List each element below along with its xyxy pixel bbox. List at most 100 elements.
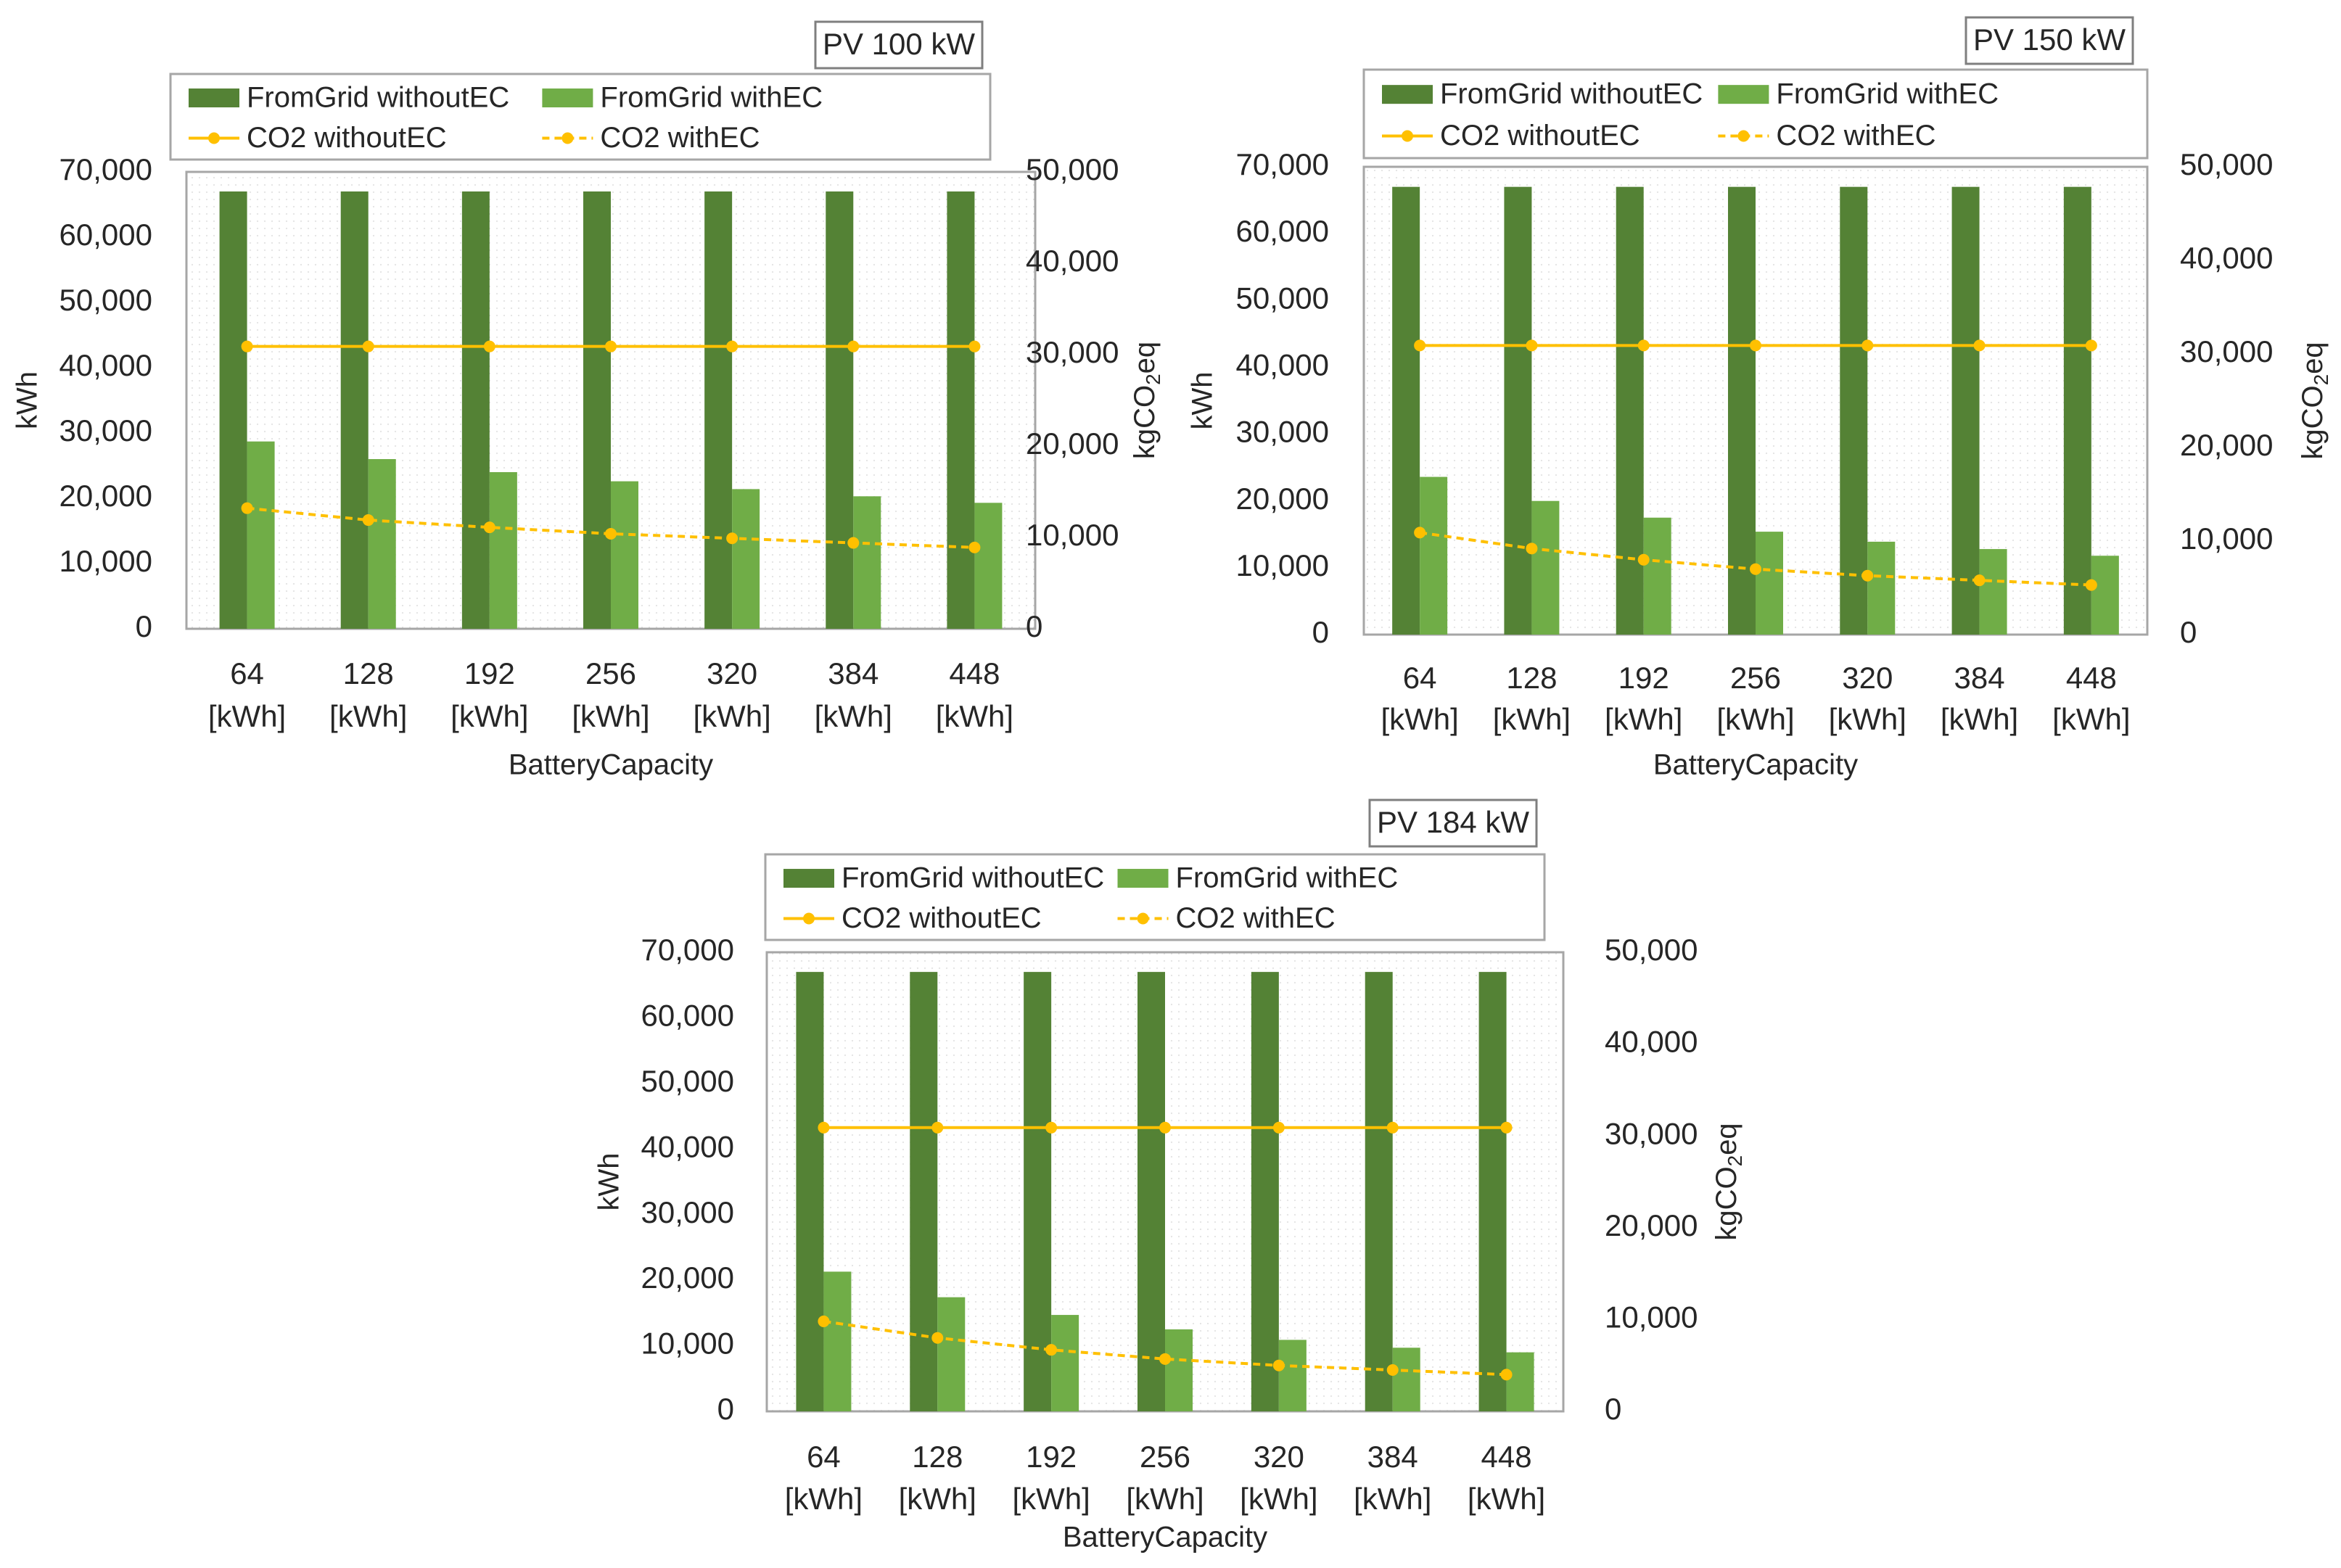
y2-axis-label-tail: eq <box>1129 342 1161 374</box>
chart-panel: PV 184 kW 0 10,000 20,000 30,000 40,000 50,000… <box>593 799 1746 1553</box>
bar-fromgrid-with-ec <box>1165 1329 1193 1411</box>
y-tick-label: 70,000 <box>641 933 734 967</box>
x-tick-unit: [kWh] <box>1126 1482 1204 1516</box>
point-co2-with-ec <box>847 537 860 549</box>
y-axis-label: kWh <box>593 1153 625 1211</box>
legend-label-co2-without-ec: CO2 withoutEC <box>842 902 1042 934</box>
bar-fromgrid-without-ec <box>1137 972 1165 1411</box>
x-tick-label: 384 <box>1954 661 2005 695</box>
legend-marker-co2-without-ec <box>1402 130 1413 142</box>
x-tick-label: 192 <box>464 656 515 690</box>
chart-title-box <box>1964 16 2134 65</box>
x-axis-label: BatteryCapacity <box>509 749 713 781</box>
y2-axis-label: kgCO2eq <box>1129 342 1165 459</box>
point-co2-with-ec <box>1973 574 1986 587</box>
x-tick-label: 256 <box>1140 1440 1190 1474</box>
y-tick-label: 40,000 <box>1236 348 1329 382</box>
y-tick-label: 30,000 <box>641 1195 734 1229</box>
point-co2-without-ec <box>1526 339 1538 352</box>
x-axis-label: BatteryCapacity <box>1653 749 1858 781</box>
point-co2-with-ec <box>1414 527 1426 539</box>
y-tick-label: 0 <box>136 609 152 643</box>
bar-fromgrid-with-ec <box>853 496 881 629</box>
y-tick-label: 70,000 <box>1236 147 1329 181</box>
chart-title-box <box>1368 799 1538 848</box>
y2-axis-label-tail: eq <box>2297 342 2329 374</box>
point-co2-without-ec <box>847 340 860 352</box>
point-co2-with-ec <box>1526 542 1538 555</box>
legend-box <box>764 853 1546 941</box>
point-co2-without-ec <box>1045 1121 1058 1134</box>
point-co2-without-ec <box>1386 1121 1399 1134</box>
y-tick-label: 30,000 <box>59 413 152 447</box>
legend-label-co2-without-ec: CO2 withoutEC <box>1440 120 1640 152</box>
bar-fromgrid-without-ec <box>1951 186 1980 635</box>
x-tick-unit: [kWh] <box>1012 1482 1090 1516</box>
x-tick-label: 256 <box>585 656 636 690</box>
y2-tick-label: 10,000 <box>1026 518 1119 552</box>
bar-fromgrid-without-ec <box>2063 186 2091 635</box>
chart-title: PV 184 kW <box>1377 805 1529 839</box>
point-co2-with-ec <box>1159 1353 1171 1365</box>
x-tick-label: 128 <box>912 1440 963 1474</box>
point-co2-with-ec <box>726 532 738 545</box>
x-tick-unit: [kWh] <box>1493 702 1571 736</box>
x-tick-unit: [kWh] <box>815 699 892 733</box>
y2-tick-label: 0 <box>1026 609 1042 643</box>
point-co2-with-ec <box>818 1315 830 1327</box>
legend-label-co2-without-ec: CO2 withoutEC <box>247 122 447 154</box>
bar-fromgrid-with-ec <box>1867 541 1896 635</box>
legend-swatch-fromgrid-with-ec <box>1718 85 1769 104</box>
bar-fromgrid-with-ec <box>1051 1315 1079 1411</box>
x-tick-label: 64 <box>1403 661 1437 695</box>
x-tick-label: 320 <box>707 656 757 690</box>
x-tick-unit: [kWh] <box>1716 702 1794 736</box>
point-co2-without-ec <box>605 340 617 352</box>
legend-label-fromgrid-with-ec: FromGrid withEC <box>1776 78 1999 110</box>
bar-fromgrid-without-ec <box>1728 186 1756 635</box>
bar-fromgrid-without-ec <box>826 191 854 629</box>
x-tick-unit: [kWh] <box>329 699 407 733</box>
bar-fromgrid-with-ec <box>732 489 760 629</box>
bar-fromgrid-with-ec <box>1643 517 1671 635</box>
y-tick-label: 20,000 <box>641 1260 734 1295</box>
y-tick-label: 0 <box>717 1392 734 1426</box>
x-tick-label: 384 <box>828 656 879 690</box>
x-tick-label: 320 <box>1842 661 1893 695</box>
point-co2-without-ec <box>2085 339 2097 352</box>
y-tick-label: 50,000 <box>1236 281 1329 315</box>
y-axis-label: kWh <box>12 371 44 429</box>
x-tick-label: 448 <box>949 656 1000 690</box>
y2-axis-label-main: kgCO <box>2297 385 2329 459</box>
x-tick-label: 384 <box>1367 1440 1418 1474</box>
legend-marker-co2-with-ec <box>1137 912 1149 925</box>
point-co2-without-ec <box>241 340 253 352</box>
bar-fromgrid-without-ec <box>583 191 611 629</box>
bar-fromgrid-with-ec <box>2091 556 2119 635</box>
point-co2-without-ec <box>968 340 981 352</box>
x-tick-unit: [kWh] <box>1829 702 1906 736</box>
legend-label-co2-with-ec: CO2 withEC <box>1776 120 1935 152</box>
legend-box <box>1362 68 2149 160</box>
bar-fromgrid-without-ec <box>1365 972 1393 1411</box>
bar-fromgrid-with-ec <box>1392 1348 1420 1411</box>
legend-label-fromgrid-with-ec: FromGrid withEC <box>1176 862 1399 894</box>
y2-tick-label: 0 <box>1605 1392 1621 1426</box>
y-tick-label: 40,000 <box>59 348 152 382</box>
y2-tick-label: 20,000 <box>2180 428 2273 462</box>
legend-marker-co2-without-ec <box>803 912 815 925</box>
legend-label-fromgrid-with-ec: FromGrid withEC <box>600 82 823 114</box>
bar-fromgrid-without-ec <box>1504 186 1532 635</box>
x-tick-label: 192 <box>1618 661 1669 695</box>
x-tick-label: 192 <box>1026 1440 1077 1474</box>
y2-axis-label: kgCO2eq <box>2297 342 2333 459</box>
y2-axis-label-sub: 2 <box>1142 374 1164 385</box>
bar-fromgrid-with-ec <box>611 481 638 629</box>
y2-tick-label: 30,000 <box>1605 1116 1698 1150</box>
chart-title: PV 150 kW <box>1973 22 2126 57</box>
y2-axis-label-main: kgCO <box>1129 385 1161 459</box>
y-tick-label: 0 <box>1312 615 1329 649</box>
y2-tick-label: 30,000 <box>2180 334 2273 368</box>
bar-fromgrid-without-ec <box>1024 972 1052 1411</box>
